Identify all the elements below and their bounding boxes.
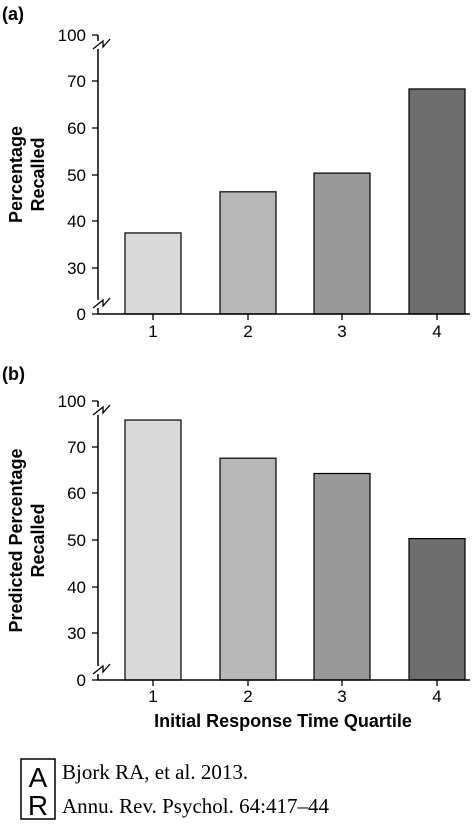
axis-break-mark [92, 297, 111, 309]
y-tick-label: 30 [67, 624, 86, 643]
citation: A R Bjork RA, et al. 2013. Annu. Rev. Ps… [10, 756, 470, 826]
bar [408, 88, 466, 315]
bar [124, 419, 182, 681]
y-tick-label: 0 [77, 671, 86, 690]
annual-reviews-logo-icon: A R [20, 758, 56, 820]
y-axis-label: Percentage Recalled [6, 126, 48, 223]
x-axis-label: Initial Response Time Quartile [154, 711, 412, 731]
bar [408, 538, 466, 681]
x-tick-label: 3 [337, 687, 346, 706]
citation-journal: Annu. Rev. Psychol. 64:417–44 [62, 794, 329, 818]
bar [219, 457, 277, 681]
y-tick-label: 30 [67, 259, 86, 278]
y-tick-label: 100 [58, 392, 86, 411]
y-axis-label-line: Recalled [28, 503, 48, 577]
citation-authors: Bjork RA, et al. 2013. [62, 760, 249, 784]
axis-break-mark [92, 38, 111, 50]
y-tick-label: 70 [67, 72, 86, 91]
y-axis-label-line: Predicted Percentage [6, 448, 26, 632]
y-axis-label-line: Percentage [6, 126, 26, 223]
y-tick-label: 50 [67, 531, 86, 550]
axis-break-mark [92, 404, 111, 416]
x-tick-label: 4 [432, 322, 441, 341]
x-tick-label: 4 [432, 687, 441, 706]
y-tick-label: 70 [67, 438, 86, 457]
y-axis-label-line: Recalled [28, 137, 48, 211]
svg-text:R: R [28, 790, 48, 820]
bar [219, 191, 277, 315]
bar [313, 172, 371, 315]
axis-break-mark [92, 663, 111, 675]
y-tick-label: 60 [67, 484, 86, 503]
x-tick-label: 1 [148, 322, 157, 341]
y-tick-label: 40 [67, 578, 86, 597]
bar [124, 232, 182, 315]
x-tick-label: 3 [337, 322, 346, 341]
svg-text:A: A [29, 762, 48, 793]
bar [313, 472, 371, 681]
panel-a: (a) Percentage Recalled 0 30 40 50 60 70 100 1 2 3 4 [2, 4, 470, 341]
panel-label: (b) [2, 364, 25, 384]
y-tick-label: 0 [77, 305, 86, 324]
x-tick-label: 1 [148, 687, 157, 706]
y-tick-label: 100 [58, 26, 86, 45]
x-tick-label: 2 [243, 322, 252, 341]
y-tick-label: 60 [67, 119, 86, 138]
panel-b: (b) Predicted Percentage Recalled 0 30 40 50 60… [2, 364, 470, 731]
x-tick-label: 2 [243, 687, 252, 706]
panel-label: (a) [2, 4, 24, 24]
y-tick-label: 40 [67, 212, 86, 231]
y-tick-label: 50 [67, 166, 86, 185]
y-axis-label: Predicted Percentage Recalled [6, 448, 48, 632]
